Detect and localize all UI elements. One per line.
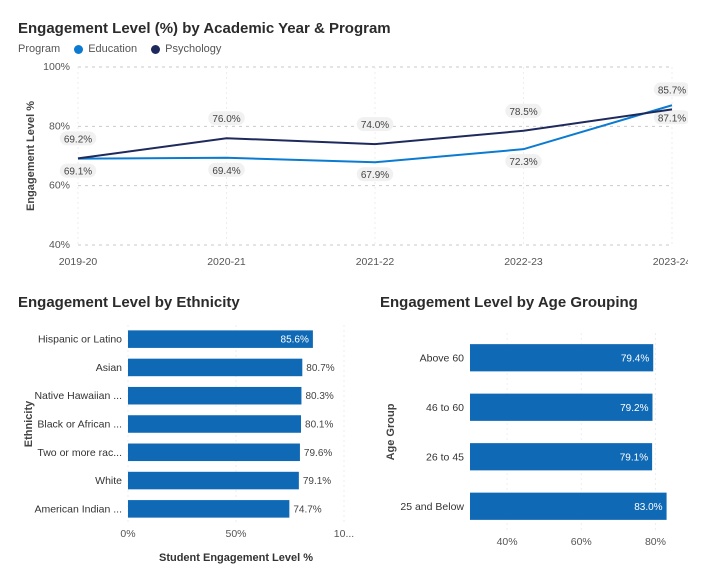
svg-text:60%: 60% — [49, 180, 70, 192]
svg-text:80.1%: 80.1% — [305, 420, 333, 431]
svg-text:87.1%: 87.1% — [658, 113, 686, 124]
legend-item-education: Education — [74, 43, 137, 55]
svg-text:40%: 40% — [49, 239, 70, 251]
svg-text:10...: 10... — [334, 528, 354, 540]
svg-text:79.6%: 79.6% — [304, 448, 332, 459]
svg-text:Two or more rac...: Two or more rac... — [37, 447, 122, 459]
svg-text:50%: 50% — [225, 528, 246, 540]
svg-text:White: White — [95, 475, 122, 487]
ethnicity-title: Engagement Level by Ethnicity — [18, 294, 358, 311]
svg-text:Engagement Level %: Engagement Level % — [25, 101, 37, 211]
svg-text:78.5%: 78.5% — [509, 107, 537, 118]
svg-text:26 to 45: 26 to 45 — [426, 451, 464, 463]
svg-text:100%: 100% — [43, 61, 70, 73]
svg-text:2019-20: 2019-20 — [59, 256, 98, 268]
svg-text:Hispanic or Latino: Hispanic or Latino — [38, 334, 122, 346]
svg-text:67.9%: 67.9% — [361, 170, 389, 181]
svg-text:74.0%: 74.0% — [361, 120, 389, 131]
svg-text:79.2%: 79.2% — [620, 403, 648, 414]
legend-dot — [74, 45, 83, 54]
ethnicity-chart-svg: 0% 50% 10... Student Engagement Level % Ethn… — [18, 317, 358, 567]
svg-text:69.1%: 69.1% — [64, 167, 92, 178]
svg-text:79.4%: 79.4% — [621, 353, 649, 364]
legend-dot — [151, 45, 160, 54]
line-chart-title: Engagement Level (%) by Academic Year & … — [18, 20, 689, 37]
svg-text:69.2%: 69.2% — [64, 134, 92, 145]
legend: Program Education Psychology — [18, 43, 689, 55]
svg-text:60%: 60% — [571, 536, 592, 548]
svg-text:40%: 40% — [497, 536, 518, 548]
svg-text:79.1%: 79.1% — [303, 476, 331, 487]
svg-text:72.3%: 72.3% — [509, 157, 537, 168]
svg-text:2021-22: 2021-22 — [356, 256, 395, 268]
legend-text: Education — [88, 43, 137, 55]
svg-text:85.7%: 85.7% — [658, 85, 686, 96]
legend-label: Program — [18, 43, 60, 55]
svg-text:0%: 0% — [120, 528, 135, 540]
svg-text:79.1%: 79.1% — [620, 452, 648, 463]
svg-text:Native Hawaiian ...: Native Hawaiian ... — [34, 390, 122, 402]
svg-text:Asian: Asian — [96, 362, 122, 374]
line-chart-panel: Engagement Level (%) by Academic Year & … — [18, 20, 689, 280]
svg-text:2022-23: 2022-23 — [504, 256, 543, 268]
line-chart-svg: 40% 60% 80% 100% 2019-20 2020-21 2021-22 2022-2… — [18, 55, 688, 275]
svg-text:Black or African ...: Black or African ... — [37, 419, 122, 431]
svg-text:80.3%: 80.3% — [305, 391, 333, 402]
age-chart-svg: 40% 60% 80% Age Group Above 60 79.4% 46 to 60 7… — [380, 317, 690, 567]
svg-text:80%: 80% — [49, 120, 70, 132]
legend-text: Psychology — [165, 43, 221, 55]
svg-text:76.0%: 76.0% — [212, 114, 240, 125]
svg-text:69.4%: 69.4% — [212, 166, 240, 177]
svg-text:Age Group: Age Group — [385, 403, 397, 460]
svg-text:80%: 80% — [645, 536, 666, 548]
age-panel: Engagement Level by Age Grouping 40% 60% 8… — [380, 294, 690, 572]
svg-text:2023-24: 2023-24 — [653, 256, 688, 268]
svg-text:83.0%: 83.0% — [634, 502, 662, 513]
ethnicity-panel: Engagement Level by Ethnicity 0% 50% 10...… — [18, 294, 358, 572]
svg-text:25 and Below: 25 and Below — [400, 501, 464, 513]
svg-text:American Indian ...: American Indian ... — [34, 503, 122, 515]
svg-text:46 to 60: 46 to 60 — [426, 402, 464, 414]
svg-text:2020-21: 2020-21 — [207, 256, 246, 268]
svg-text:74.7%: 74.7% — [293, 504, 321, 515]
svg-text:80.7%: 80.7% — [306, 363, 334, 374]
legend-item-psychology: Psychology — [151, 43, 221, 55]
age-title: Engagement Level by Age Grouping — [380, 294, 690, 311]
svg-text:Student Engagement Level %: Student Engagement Level % — [159, 552, 313, 564]
svg-text:Ethnicity: Ethnicity — [23, 400, 35, 447]
svg-text:Above 60: Above 60 — [420, 352, 465, 364]
svg-text:85.6%: 85.6% — [281, 335, 309, 346]
